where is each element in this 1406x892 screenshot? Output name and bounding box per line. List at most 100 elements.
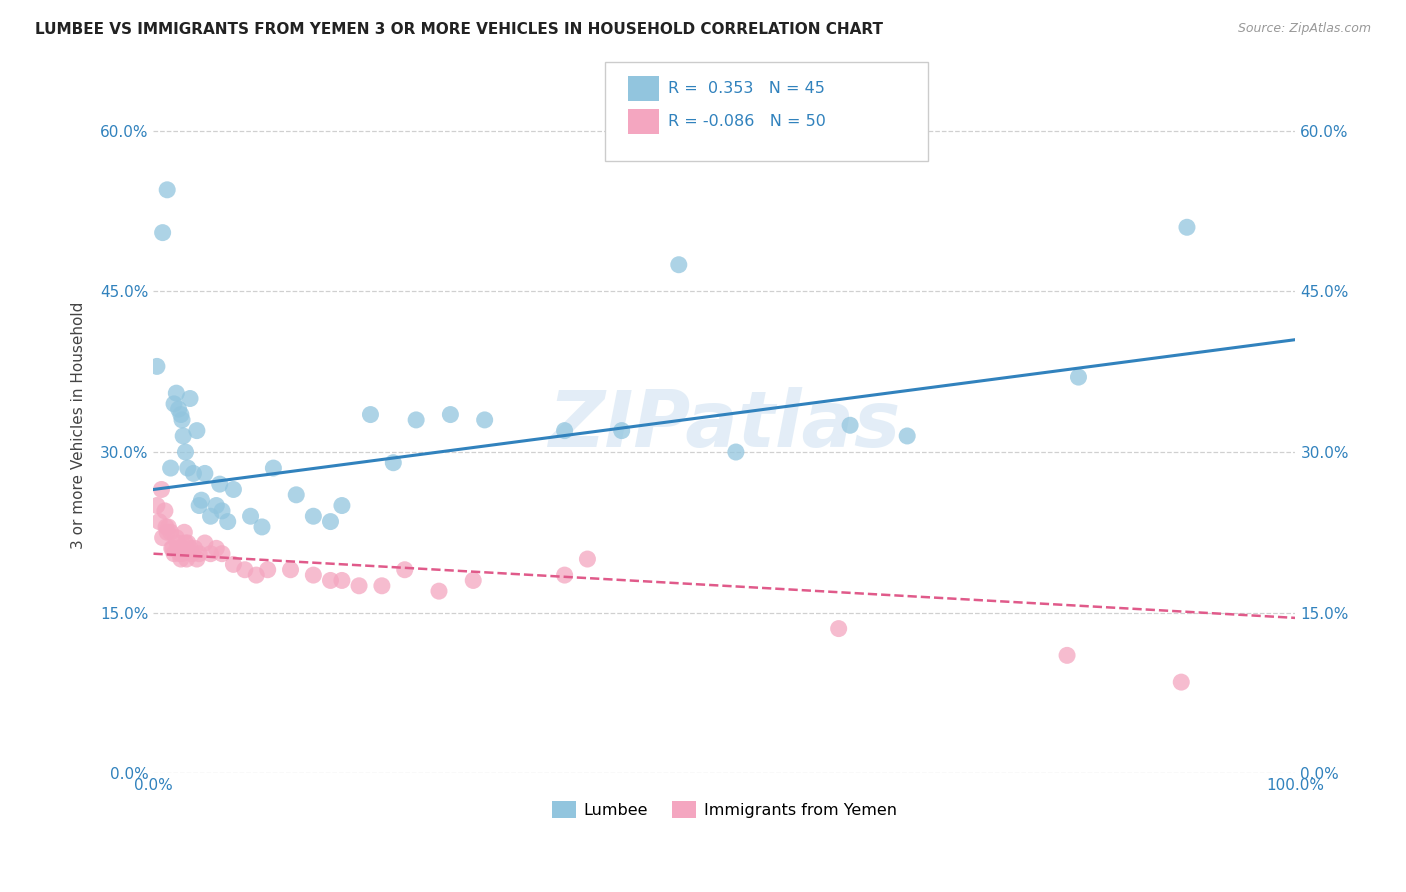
Point	[188, 547, 211, 561]
Point	[371, 579, 394, 593]
Point	[896, 429, 918, 443]
Point	[169, 547, 191, 561]
Point	[156, 525, 179, 540]
Point	[554, 424, 576, 438]
Point	[827, 622, 849, 636]
Point	[280, 563, 302, 577]
Point	[148, 515, 170, 529]
Point	[166, 536, 188, 550]
Point	[1170, 675, 1192, 690]
Point	[160, 541, 183, 556]
Point	[159, 461, 181, 475]
Point	[179, 541, 201, 556]
Y-axis label: 3 or more Vehicles in Household: 3 or more Vehicles in Household	[72, 301, 86, 549]
Point	[190, 493, 212, 508]
Point	[146, 499, 169, 513]
Point	[176, 552, 198, 566]
Text: LUMBEE VS IMMIGRANTS FROM YEMEN 3 OR MORE VEHICLES IN HOUSEHOLD CORRELATION CHAR: LUMBEE VS IMMIGRANTS FROM YEMEN 3 OR MOR…	[35, 22, 883, 37]
Point	[262, 461, 284, 475]
Point	[1175, 220, 1198, 235]
Point	[163, 397, 186, 411]
Point	[233, 563, 256, 577]
Point	[217, 515, 239, 529]
Point	[157, 520, 180, 534]
Point	[150, 483, 173, 497]
Point	[170, 552, 193, 566]
Point	[167, 402, 190, 417]
Point	[302, 568, 325, 582]
Point	[239, 509, 262, 524]
Point	[183, 467, 205, 481]
Point	[205, 541, 228, 556]
Point	[222, 558, 245, 572]
Point	[359, 408, 381, 422]
Point	[163, 547, 186, 561]
Point	[153, 504, 176, 518]
Text: ZIPatlas: ZIPatlas	[548, 387, 901, 463]
Text: Source: ZipAtlas.com: Source: ZipAtlas.com	[1237, 22, 1371, 36]
Point	[146, 359, 169, 374]
Point	[724, 445, 747, 459]
Point	[205, 499, 228, 513]
Point	[319, 574, 342, 588]
Point	[330, 499, 353, 513]
Point	[177, 461, 200, 475]
Point	[167, 541, 190, 556]
Point	[173, 525, 195, 540]
Point	[170, 408, 193, 422]
Point	[177, 536, 200, 550]
Point	[170, 547, 193, 561]
Point	[668, 258, 690, 272]
Point	[382, 456, 405, 470]
Point	[165, 386, 187, 401]
Point	[347, 579, 370, 593]
Point	[319, 515, 342, 529]
Point	[394, 563, 416, 577]
Point	[172, 541, 194, 556]
Point	[170, 413, 193, 427]
Point	[156, 183, 179, 197]
Point	[405, 413, 427, 427]
Point	[194, 536, 217, 550]
Point	[302, 509, 325, 524]
Point	[245, 568, 267, 582]
Point	[188, 499, 211, 513]
Point	[610, 424, 633, 438]
Point	[222, 483, 245, 497]
Point	[211, 547, 233, 561]
Point	[172, 429, 194, 443]
Point	[439, 408, 461, 422]
Point	[183, 541, 205, 556]
Point	[463, 574, 485, 588]
Point	[179, 392, 201, 406]
Point	[256, 563, 278, 577]
Point	[186, 552, 208, 566]
Point	[474, 413, 496, 427]
Point	[155, 520, 177, 534]
Point	[200, 547, 222, 561]
Point	[165, 531, 187, 545]
Point	[250, 520, 273, 534]
Point	[200, 509, 222, 524]
Point	[194, 467, 217, 481]
Point	[1056, 648, 1078, 663]
Point	[174, 445, 197, 459]
Point	[208, 477, 231, 491]
Point	[152, 531, 174, 545]
Point	[181, 547, 204, 561]
Point	[211, 504, 233, 518]
Point	[330, 574, 353, 588]
Point	[186, 424, 208, 438]
Point	[1067, 370, 1090, 384]
Point	[285, 488, 308, 502]
Text: R = -0.086   N = 50: R = -0.086 N = 50	[668, 114, 825, 128]
Text: R =  0.353   N = 45: R = 0.353 N = 45	[668, 81, 825, 95]
Point	[152, 226, 174, 240]
Point	[159, 525, 181, 540]
Point	[554, 568, 576, 582]
Point	[427, 584, 450, 599]
Legend: Lumbee, Immigrants from Yemen: Lumbee, Immigrants from Yemen	[546, 795, 904, 824]
Point	[162, 541, 184, 556]
Point	[839, 418, 862, 433]
Point	[174, 536, 197, 550]
